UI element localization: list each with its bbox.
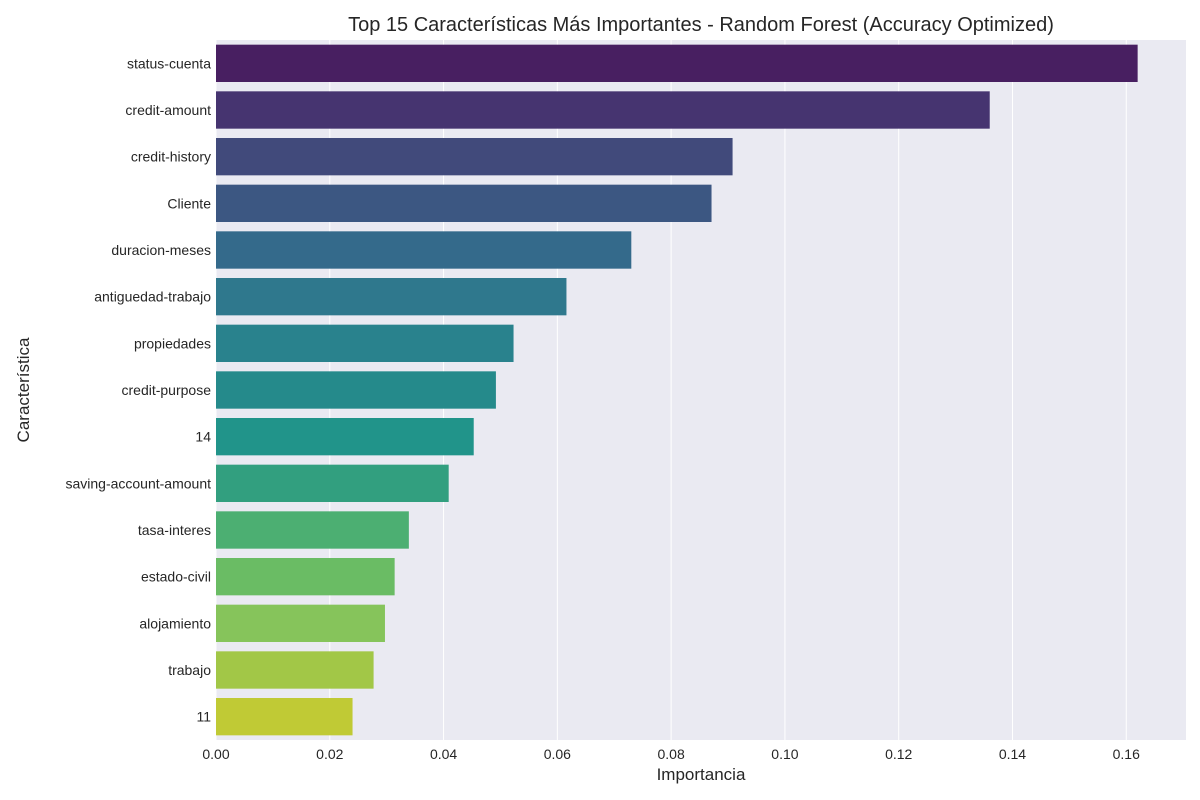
bar — [216, 184, 712, 222]
bar — [216, 44, 1138, 82]
y-tick-label: trabajo — [168, 662, 211, 678]
y-tick-label: Cliente — [167, 195, 211, 211]
bar — [216, 558, 395, 596]
bar — [216, 511, 409, 549]
x-tick-label: 0.02 — [316, 746, 343, 762]
y-tick-label: antiguedad-trabajo — [94, 289, 211, 305]
x-tick-labels: 0.00 0.02 0.04 0.06 0.08 0.10 0.12 0.14 0.16 — [202, 746, 1140, 762]
bar — [216, 604, 385, 642]
x-axis-label: Importancia — [657, 765, 746, 784]
bar — [216, 371, 496, 409]
bar — [216, 651, 374, 689]
y-tick-label: credit-history — [131, 149, 211, 165]
y-axis-label: Característica — [14, 337, 33, 442]
y-tick-label: alojamiento — [139, 615, 211, 631]
bar — [216, 278, 567, 316]
bar — [216, 231, 632, 269]
y-tick-label: estado-civil — [141, 569, 211, 585]
y-tick-label: duracion-meses — [111, 242, 211, 258]
y-tick-label: credit-purpose — [122, 382, 212, 398]
bar — [216, 698, 353, 736]
y-tick-label: status-cuenta — [127, 55, 211, 71]
y-tick-label: saving-account-amount — [65, 475, 211, 491]
y-tick-label: tasa-interes — [138, 522, 211, 538]
x-tick-label: 0.00 — [202, 746, 229, 762]
bar — [216, 91, 990, 129]
x-tick-label: 0.14 — [999, 746, 1026, 762]
bar — [216, 138, 733, 176]
bar-series — [216, 44, 1138, 736]
bar — [216, 418, 474, 456]
x-tick-label: 0.04 — [430, 746, 457, 762]
bar — [216, 464, 449, 502]
x-tick-label: 0.16 — [1113, 746, 1140, 762]
x-tick-label: 0.10 — [771, 746, 798, 762]
y-tick-label: credit-amount — [125, 102, 211, 118]
bar — [216, 324, 514, 362]
x-tick-label: 0.12 — [885, 746, 912, 762]
y-tick-label: 14 — [195, 429, 211, 445]
x-tick-label: 0.08 — [658, 746, 685, 762]
y-tick-labels: status-cuenta credit-amount credit-history… — [65, 55, 211, 724]
chart-title: Top 15 Características Más Importantes -… — [348, 14, 1054, 36]
y-tick-label: propiedades — [134, 335, 211, 351]
y-tick-label: 11 — [196, 709, 211, 725]
x-tick-label: 0.06 — [544, 746, 571, 762]
